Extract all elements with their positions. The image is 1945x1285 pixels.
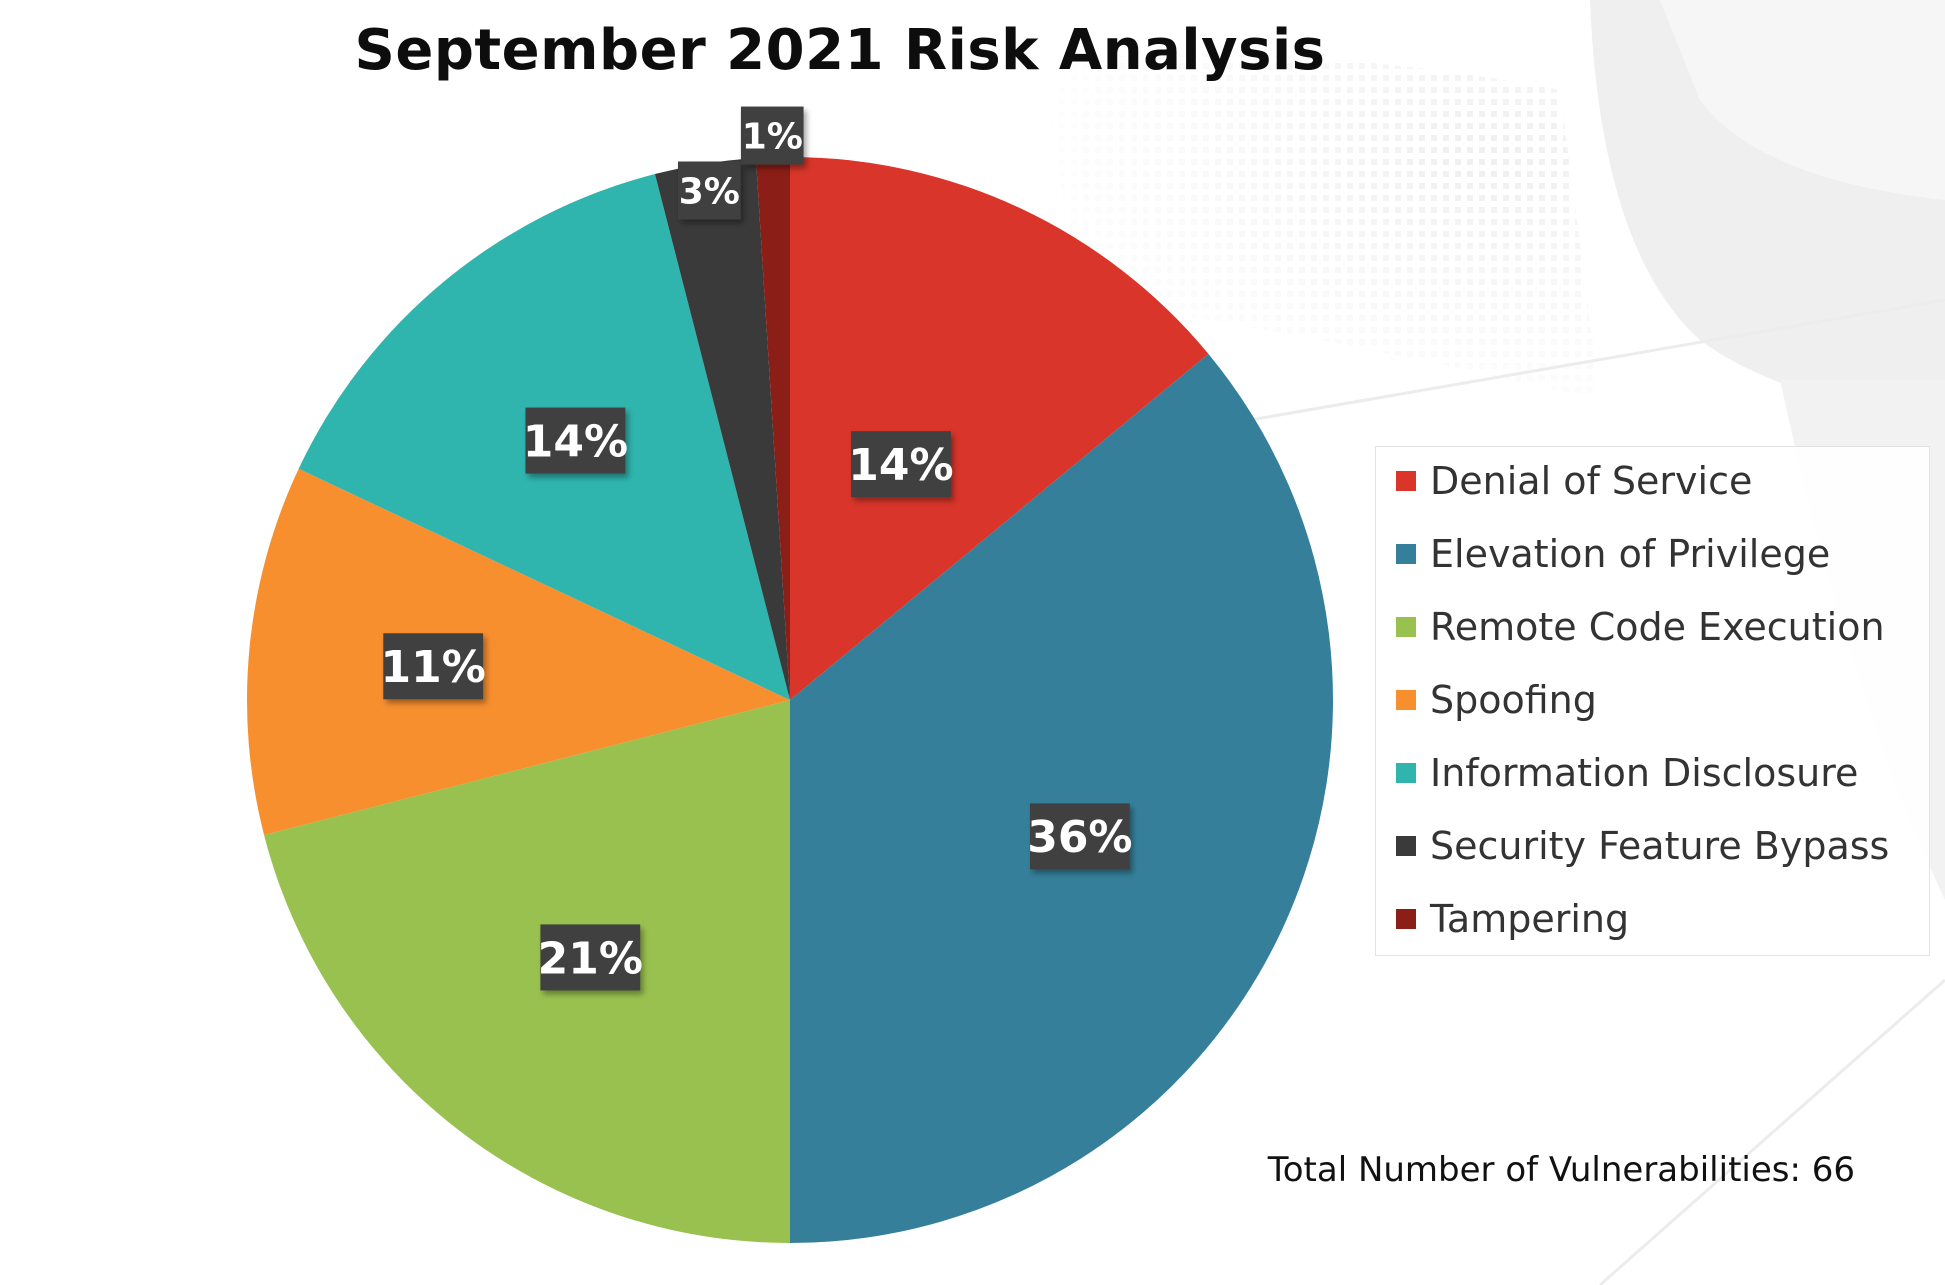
pie-slice-security-feature-bypass xyxy=(654,158,790,701)
legend-label: Spoofing xyxy=(1430,678,1597,722)
legend-item: Tampering xyxy=(1396,895,1629,943)
data-label: 1% xyxy=(740,106,804,165)
pie-slice-tampering xyxy=(755,157,790,700)
data-label-text: 21% xyxy=(538,933,643,984)
legend-swatch xyxy=(1396,617,1416,637)
data-label-text: 14% xyxy=(848,440,953,491)
legend-item: Elevation of Privilege xyxy=(1396,530,1830,578)
data-label-box xyxy=(525,407,626,474)
data-label-text: 3% xyxy=(679,171,740,212)
data-label-box xyxy=(540,924,641,991)
data-label: 36% xyxy=(1027,803,1133,870)
data-label-box xyxy=(383,633,484,700)
data-label-text: 1% xyxy=(742,117,803,158)
legend-swatch xyxy=(1396,471,1416,491)
data-label: 21% xyxy=(538,924,643,991)
legend-item: Security Feature Bypass xyxy=(1396,822,1889,870)
pie-slice-remote-code-execution xyxy=(264,700,791,1243)
data-label-box xyxy=(677,161,741,220)
total-vulnerabilities-note: Total Number of Vulnerabilities: 66 xyxy=(1267,1150,1855,1190)
data-label: 14% xyxy=(523,407,628,474)
legend-swatch xyxy=(1396,544,1416,564)
legend-label: Security Feature Bypass xyxy=(1430,824,1890,868)
data-label: 3% xyxy=(677,161,741,220)
legend-swatch xyxy=(1396,836,1416,856)
legend-item: Remote Code Execution xyxy=(1396,603,1885,651)
pie-slice-denial-of-service xyxy=(790,157,1209,700)
pie-slice-elevation-of-privilege xyxy=(790,353,1333,1243)
legend-swatch xyxy=(1396,763,1416,783)
legend-label: Tampering xyxy=(1430,897,1630,941)
data-label: 11% xyxy=(381,633,486,700)
legend: Denial of Service Elevation of Privilege… xyxy=(1375,446,1930,956)
chart-title: September 2021 Risk Analysis xyxy=(354,18,1326,83)
data-label-box xyxy=(851,431,951,498)
data-label-text: 36% xyxy=(1027,812,1132,863)
legend-item: Information Disclosure xyxy=(1396,749,1858,797)
data-label-text: 11% xyxy=(381,642,486,693)
legend-item: Spoofing xyxy=(1396,676,1597,724)
pie-slice-spoofing xyxy=(246,468,790,836)
data-label-box xyxy=(1029,803,1130,870)
legend-label: Denial of Service xyxy=(1430,459,1753,503)
legend-label: Remote Code Execution xyxy=(1430,605,1885,649)
legend-label: Information Disclosure xyxy=(1430,751,1859,795)
legend-label: Elevation of Privilege xyxy=(1430,532,1831,576)
legend-item: Denial of Service xyxy=(1396,457,1752,505)
legend-swatch xyxy=(1396,690,1416,710)
data-label-box xyxy=(740,106,804,165)
data-label-text: 14% xyxy=(523,416,628,467)
legend-swatch xyxy=(1396,909,1416,929)
data-label: 14% xyxy=(848,431,954,498)
